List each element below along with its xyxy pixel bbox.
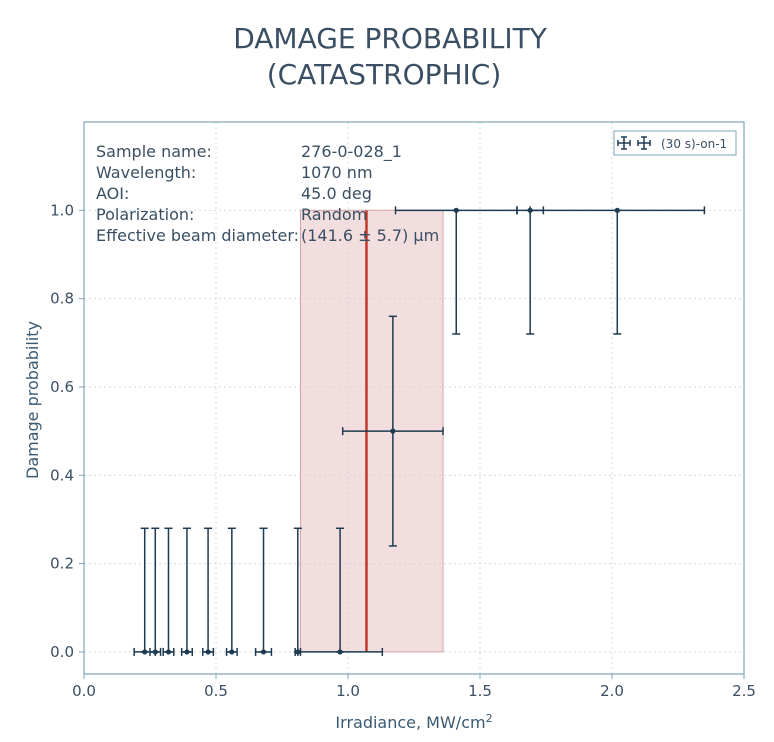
data-point <box>165 649 172 655</box>
info-label: Wavelength: <box>96 163 196 182</box>
data-point-group <box>162 527 175 656</box>
data-point-group <box>202 527 215 656</box>
data-point <box>390 428 396 434</box>
y-tick-label: 0.6 <box>50 378 74 396</box>
x-tick-label: 1.5 <box>468 682 492 700</box>
data-point-group <box>297 527 384 656</box>
info-label: Polarization: <box>96 205 194 224</box>
x-tick-label: 0.5 <box>204 682 228 700</box>
y-tick-label: 1.0 <box>50 201 74 219</box>
data-point-group <box>180 527 193 656</box>
y-tick-label: 0.4 <box>50 466 74 484</box>
data-point-group <box>254 527 273 656</box>
legend-box <box>613 130 737 156</box>
data-point <box>152 649 158 655</box>
data-point <box>205 649 211 655</box>
data-point-group <box>529 206 706 335</box>
sample-info: Sample name: 276-0-028_1 Wavelength: 1070 n… <box>96 142 439 245</box>
info-value: (141.6 ± 5.7) μm <box>301 226 439 245</box>
data-point <box>229 649 235 655</box>
data-point-group <box>341 315 444 547</box>
info-value: 276-0-028_1 <box>301 142 402 162</box>
x-axis-label: Irradiance, MW/cm2 <box>335 712 492 732</box>
data-point-group <box>225 527 238 656</box>
y-tick-label: 0.2 <box>50 555 74 573</box>
chart-title-line1: DAMAGE PROBABILITY <box>233 22 548 55</box>
data-point-group <box>149 527 162 656</box>
legend-entry: (30 s)-on-1 <box>661 137 727 151</box>
data-point <box>260 649 267 655</box>
plot-frame <box>83 121 745 675</box>
info-label: Sample name: <box>96 142 212 161</box>
info-label: AOI: <box>96 184 129 203</box>
data-point <box>614 207 620 213</box>
y-tick-label: 0.0 <box>50 643 74 661</box>
data-point <box>337 649 343 655</box>
data-point <box>184 649 190 655</box>
x-tick-label: 0.0 <box>72 682 96 700</box>
x-tick-labels: 0.0 0.5 1.0 1.5 2.0 2.5 <box>72 674 756 700</box>
y-tick-labels: 0.0 0.2 0.4 0.6 0.8 1.0 <box>50 201 84 661</box>
info-value: 45.0 deg <box>301 184 372 203</box>
info-value: 1070 nm <box>301 163 373 182</box>
data-point-group <box>516 206 545 335</box>
y-tick-label: 0.8 <box>50 290 74 308</box>
y-axis-label: Damage probability <box>23 321 42 479</box>
data-points <box>133 206 706 656</box>
data-point-group <box>133 527 157 656</box>
chart-title-line2: (CATASTROPHIC) <box>267 58 502 91</box>
data-point <box>453 207 459 213</box>
legend-marker-icon <box>617 136 651 150</box>
data-point <box>142 649 148 655</box>
info-label: Effective beam diameter: <box>96 226 299 245</box>
x-tick-label: 2.5 <box>732 682 756 700</box>
x-tick-label: 2.0 <box>600 682 624 700</box>
x-tick-label: 1.0 <box>336 682 360 700</box>
info-value: Random <box>301 205 367 224</box>
legend: (30 s)-on-1 <box>613 130 737 156</box>
